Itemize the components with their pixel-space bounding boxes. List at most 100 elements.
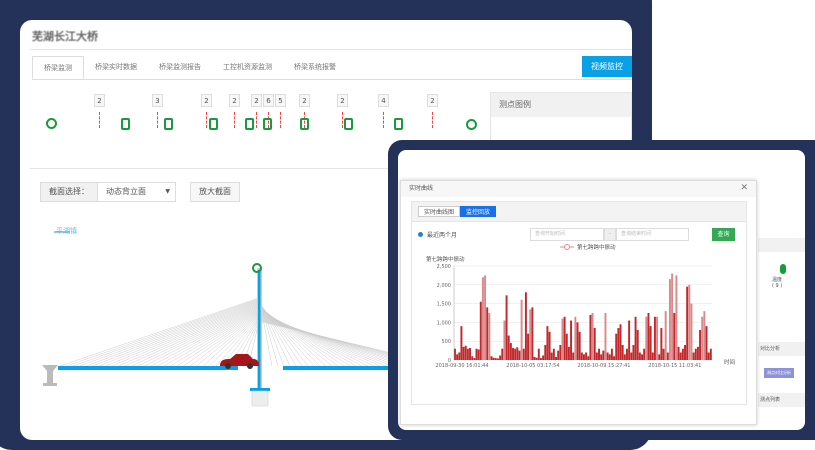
data-bar (649, 326, 652, 360)
caret-down-icon: ▼ (165, 188, 170, 195)
tab-realtime-curve[interactable]: 实时曲线图 (418, 206, 461, 217)
data-bar (531, 307, 534, 360)
data-bar (460, 326, 463, 360)
deck-left (58, 366, 238, 370)
strain-sensor-icon[interactable] (164, 118, 173, 130)
sensor-count-badge[interactable]: 2 (299, 94, 310, 107)
data-bar (675, 275, 678, 360)
data-bar (574, 316, 577, 360)
data-bar (477, 349, 480, 360)
data-bar (548, 331, 551, 360)
accelerometer-icon[interactable] (46, 118, 57, 129)
data-bar (522, 348, 525, 360)
data-bar (636, 329, 639, 360)
tab-playback[interactable]: 监控回放 (460, 206, 497, 217)
query-button[interactable]: 查询 (712, 228, 735, 241)
data-bar (518, 350, 521, 360)
radio-last-two-months[interactable]: 最近两个月 (418, 230, 457, 239)
sensor-count-badge[interactable]: 2 (251, 94, 262, 107)
data-bar (552, 348, 555, 360)
data-bar (494, 358, 497, 360)
data-bar (565, 333, 568, 360)
sensor-marker-line (256, 112, 257, 128)
strain-sensor-icon[interactable] (121, 118, 130, 130)
data-bar (623, 354, 626, 360)
sensor-count-badge[interactable]: 3 (152, 94, 163, 107)
zoom-section-button[interactable]: 放大截面 (190, 182, 240, 202)
sensor-marker-line (342, 112, 343, 128)
stay-cables (59, 297, 400, 367)
vibration-chart: 第七跨跨中振动 第七跨跨中振动 时间 0 500 1,000 1,500 2,000 2,… (426, 243, 735, 369)
sensor-count-badge[interactable]: 4 (378, 94, 389, 107)
data-bar (617, 328, 620, 360)
strain-sensor-icon[interactable] (394, 118, 403, 130)
data-bar (540, 358, 542, 360)
sensor-marker-line (157, 112, 158, 128)
sensor-marker-line (99, 112, 100, 128)
data-bar (600, 354, 603, 360)
data-bar (621, 344, 624, 360)
tab-ipc-resources[interactable]: 工控机资源监测 (223, 63, 272, 71)
sensor-count-badge[interactable]: 2 (201, 94, 212, 107)
sensor-count-badge[interactable]: 2 (94, 94, 105, 107)
strain-sensor-icon[interactable] (300, 118, 309, 130)
data-bar (651, 352, 654, 360)
data-bar (466, 348, 469, 360)
legend-panel: 测点图例 (490, 92, 632, 192)
compare-button[interactable]: 测点对比分析 (764, 368, 794, 378)
data-bar (473, 358, 476, 360)
legend-title: 测点图例 (491, 93, 631, 117)
data-bar (641, 354, 643, 360)
end-time-input[interactable]: 查询结束时间 (616, 228, 689, 241)
legend[interactable]: 第七跨跨中振动 (560, 243, 616, 251)
data-bar (479, 301, 482, 360)
strain-sensor-icon[interactable] (344, 118, 353, 130)
thermometer-icon (780, 264, 786, 274)
data-bar (699, 329, 702, 360)
data-bar (630, 352, 633, 360)
sensor-count-badge[interactable]: 2 (337, 94, 348, 107)
data-bar (509, 343, 512, 360)
abutment (42, 365, 58, 386)
x-tick-label: 2018-10-15 11:03:41 (648, 363, 701, 369)
modal-title: 实时曲线 (401, 181, 756, 197)
data-bar (546, 326, 549, 360)
data-bar (469, 347, 471, 360)
data-bar (559, 344, 562, 360)
data-bar (503, 320, 506, 360)
tab-system-alarm[interactable]: 桥梁系统报警 (294, 63, 336, 71)
data-bar (679, 352, 682, 360)
data-bar (602, 350, 605, 360)
strain-sensor-icon[interactable] (245, 118, 254, 130)
tab-realtime-data[interactable]: 桥梁实时数据 (95, 63, 137, 71)
tab-monitor-report[interactable]: 桥梁监测报告 (159, 63, 201, 71)
data-bar (580, 352, 583, 360)
sensor-count-badge[interactable]: 2 (427, 94, 438, 107)
data-bar (604, 313, 607, 360)
data-bar (557, 350, 560, 360)
video-monitor-button[interactable]: 视频监控 (582, 56, 632, 77)
data-bar (591, 313, 594, 360)
y-tick-label: 0 (448, 358, 451, 364)
sensor-count-badge[interactable]: 2 (229, 94, 240, 107)
direction-label: 平湖镇 (56, 227, 77, 235)
section-select[interactable]: 动态背立面 ▼ (97, 182, 176, 202)
data-bar (696, 346, 699, 360)
tab-bridge-monitor[interactable]: 桥梁监测 (32, 56, 84, 79)
data-bar (475, 348, 478, 360)
modal-tabs: 实时曲线图 监控回放 (412, 202, 746, 222)
data-bar (686, 286, 689, 360)
start-time-input[interactable]: 查询开始时间 (530, 228, 604, 241)
sensor-count-badge[interactable]: 6 (263, 94, 274, 107)
data-bar (677, 346, 680, 360)
data-bar (690, 303, 693, 360)
data-bar (610, 348, 613, 360)
legend-label: 第七跨跨中振动 (577, 243, 616, 251)
strain-sensor-icon[interactable] (209, 118, 218, 130)
disabled-sensor-icon[interactable] (466, 119, 477, 130)
range-separator: - (604, 228, 616, 241)
strain-sensor-icon[interactable] (263, 118, 272, 130)
sensor-count-badge[interactable]: 5 (275, 94, 286, 107)
close-icon[interactable]: ✕ (740, 183, 748, 193)
bridge-diagram (42, 231, 400, 407)
